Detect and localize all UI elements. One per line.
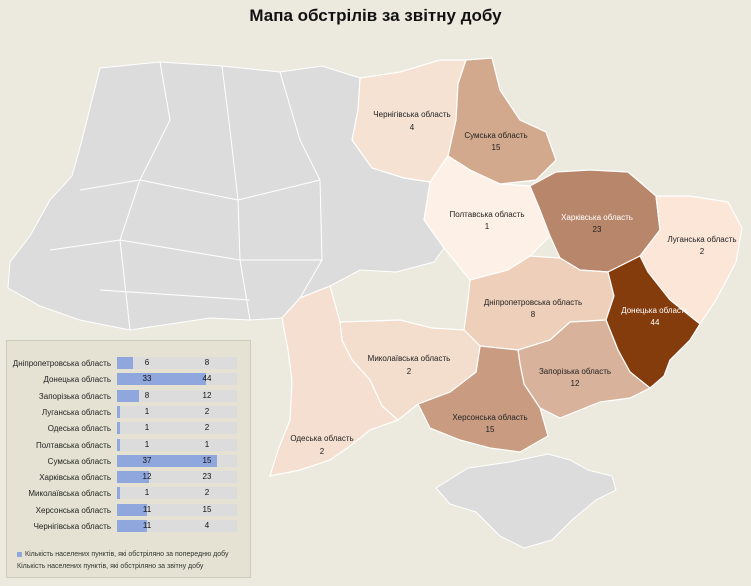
row-value-current: 23 — [202, 472, 212, 482]
row-bar-track — [117, 503, 237, 516]
table-row: Харківська область 12 23 — [7, 471, 250, 484]
label-kharkiv-value: 23 — [593, 225, 602, 234]
table-row: Дніпропетровська область 6 8 — [7, 357, 250, 370]
table-row: Запорізька область 8 12 — [7, 389, 250, 403]
stats-panel: Дніпропетровська область 6 8 Донецька облас… — [6, 340, 251, 578]
row-value-previous: 6 — [144, 358, 150, 367]
row-value-current: 44 — [202, 374, 212, 384]
legend-previous: Кількість населених пунктів, які обстріл… — [17, 551, 229, 558]
row-bar-previous — [117, 438, 120, 451]
row-bar-track — [117, 438, 237, 451]
row-region-name: Сумська область — [47, 456, 111, 466]
row-value-previous: 1 — [144, 439, 150, 449]
legend-previous-label: Кількість населених пунктів, які обстріл… — [25, 551, 229, 558]
row-value-previous: 11 — [142, 521, 152, 530]
table-row: Полтавська область 1 1 — [7, 438, 250, 452]
label-donetsk-name: Донецька область — [621, 306, 689, 315]
label-sumy-value: 15 — [492, 143, 501, 152]
legend-current-label: Кількість населених пунктів, які обстріл… — [17, 563, 204, 570]
label-poltava-value: 1 — [485, 222, 490, 231]
row-bar-previous — [117, 471, 149, 484]
row-value-current: 1 — [204, 439, 210, 449]
label-donetsk-value: 44 — [651, 318, 660, 327]
row-value-previous: 33 — [142, 374, 152, 384]
table-row: Миколаївська область 1 2 — [7, 487, 250, 500]
table-row: Чернігівська область 11 4 — [7, 520, 250, 533]
region-luhansk — [639, 195, 743, 325]
region-no-data-crimea — [435, 453, 617, 549]
region-odesa — [269, 285, 400, 477]
row-value-previous: 11 — [142, 504, 152, 514]
row-region-name: Донецька область — [43, 375, 111, 385]
row-value-previous: 1 — [144, 406, 150, 416]
label-kharkiv-name: Харківська область — [561, 213, 633, 222]
row-value-previous: 8 — [144, 390, 150, 400]
table-row: Луганська область 1 2 — [7, 405, 250, 419]
map-title: Мапа обстрілів за звітну добу — [249, 6, 502, 25]
row-bar-track — [117, 422, 237, 435]
row-bar-track — [117, 487, 237, 500]
row-bar-previous — [117, 520, 147, 532]
table-row: Херсонська область 11 15 — [7, 503, 250, 517]
row-region-name: Запорізька область — [38, 391, 111, 401]
row-bar-previous — [117, 503, 147, 516]
label-chernihiv-name: Чернігівська область — [373, 110, 450, 119]
region-borders — [49, 61, 323, 331]
label-poltava-name: Полтавська область — [449, 210, 524, 219]
row-value-current: 8 — [204, 358, 210, 367]
row-region-name: Чернігівська область — [33, 522, 111, 531]
row-value-previous: 1 — [144, 423, 150, 433]
legend-current: Кількість населених пунктів, які обстріл… — [17, 563, 203, 570]
table-row: Донецька область 33 44 — [7, 373, 250, 386]
row-region-name: Херсонська область — [35, 505, 111, 515]
row-bar-previous — [117, 373, 206, 386]
row-region-name: Миколаївська область — [28, 489, 111, 499]
label-kherson-name: Херсонська область — [452, 413, 527, 422]
row-bar-previous — [117, 422, 120, 435]
label-mykolaiv-name: Миколаївська область — [368, 354, 451, 363]
label-odesa-name: Одеська область — [290, 434, 353, 443]
row-bar-track — [117, 405, 237, 418]
label-luhansk-name: Луганська область — [667, 235, 736, 244]
row-region-name: Дніпропетровська область — [12, 359, 111, 368]
region-sumy — [447, 57, 557, 185]
row-value-previous: 12 — [142, 472, 152, 482]
label-zaporizhzhia-name: Запорізька область — [539, 367, 611, 376]
label-mykolaiv-value: 2 — [407, 367, 412, 376]
row-value-current: 15 — [202, 455, 212, 465]
label-zaporizhzhia-value: 12 — [571, 379, 580, 388]
row-value-previous: 37 — [142, 455, 152, 465]
label-odesa-value: 2 — [320, 447, 325, 456]
row-region-name: Луганська область — [41, 407, 111, 417]
row-region-name: Харківська область — [39, 473, 111, 483]
table-row: Одеська область 1 2 — [7, 422, 250, 435]
label-chernihiv-value: 4 — [410, 123, 415, 132]
row-value-current: 15 — [202, 504, 212, 514]
label-sumy-name: Сумська область — [464, 131, 527, 140]
label-luhansk-value: 2 — [700, 247, 705, 256]
row-bar-previous — [117, 487, 120, 500]
table-row: Сумська область 37 15 — [7, 454, 250, 468]
label-dnipro-value: 8 — [531, 310, 536, 319]
row-bar-previous — [117, 454, 217, 467]
row-bar-previous — [117, 405, 120, 418]
row-bar-track — [117, 520, 237, 532]
row-value-current: 2 — [204, 488, 210, 498]
row-bar-track — [117, 357, 237, 369]
row-region-name: Полтавська область — [35, 440, 111, 450]
row-value-current: 12 — [202, 390, 212, 400]
row-bar-previous — [117, 389, 139, 402]
legend-previous-swatch — [17, 551, 22, 557]
row-region-name: Одеська область — [47, 424, 111, 434]
label-kherson-value: 15 — [486, 425, 495, 434]
row-value-current: 2 — [204, 406, 210, 416]
row-bar-track — [117, 389, 237, 402]
row-value-current: 4 — [204, 521, 210, 530]
row-value-current: 2 — [204, 423, 210, 433]
row-bar-previous — [117, 357, 133, 369]
row-value-previous: 1 — [144, 488, 150, 498]
label-dnipro-name: Дніпропетровська область — [484, 298, 582, 307]
